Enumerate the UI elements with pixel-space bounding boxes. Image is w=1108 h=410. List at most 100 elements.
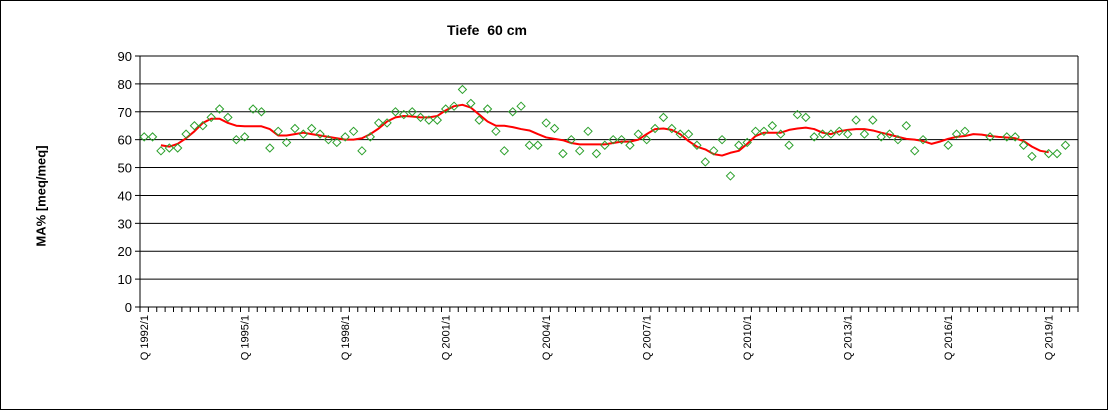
data-point — [482, 104, 493, 114]
data-point — [164, 143, 175, 153]
x-ticks: Q 1992/1 Q 1995/1 Q 1998/1 Q 2001/1 Q 2004/1… — [139, 307, 1079, 360]
data-point — [256, 107, 267, 117]
data-point — [198, 121, 208, 131]
data-point — [742, 137, 752, 148]
data-point — [340, 132, 350, 142]
data-point — [893, 134, 903, 145]
data-point — [214, 104, 225, 114]
data-point — [625, 140, 635, 150]
y-tick-label: 0 — [125, 300, 132, 315]
data-point — [943, 140, 953, 150]
x-tick-label: Q 1992/1 — [139, 315, 151, 360]
data-point — [633, 129, 644, 139]
data-point — [1060, 140, 1071, 150]
data-point — [189, 121, 200, 131]
data-point — [449, 101, 459, 111]
data-point — [859, 129, 870, 139]
data-point — [658, 112, 669, 123]
gridlines — [140, 55, 1078, 280]
trend-line — [160, 103, 1049, 157]
data-point — [332, 137, 342, 148]
data-point — [357, 146, 367, 156]
data-point — [750, 126, 761, 137]
data-point — [918, 134, 928, 145]
data-point — [700, 157, 711, 167]
x-tick-label: Q 1998/1 — [340, 315, 352, 360]
data-point — [516, 101, 526, 111]
data-point — [951, 129, 962, 139]
data-point — [147, 132, 158, 142]
y-tick-label: 60 — [118, 133, 132, 148]
data-point — [591, 148, 602, 159]
data-point — [432, 115, 443, 125]
data-point — [1052, 148, 1062, 159]
data-point — [600, 140, 610, 150]
data-point — [641, 134, 652, 145]
data-point — [608, 134, 618, 145]
trend-series — [160, 103, 1049, 157]
data-point — [801, 112, 811, 123]
data-point — [876, 132, 886, 142]
data-point — [139, 132, 149, 142]
data-point — [725, 171, 736, 181]
data-point — [290, 123, 300, 134]
data-point — [792, 109, 803, 120]
data-point — [382, 118, 392, 128]
data-point — [985, 132, 995, 142]
data-point — [499, 146, 510, 156]
data-point — [533, 140, 543, 150]
data-point — [315, 129, 325, 139]
data-point — [901, 121, 912, 131]
y-ticks: 0 10 20 30 40 50 60 70 80 90 — [118, 49, 140, 315]
data-point — [767, 121, 778, 131]
data-point — [826, 129, 836, 139]
y-tick-label: 70 — [118, 105, 132, 120]
data-point — [390, 107, 401, 117]
data-point — [407, 107, 417, 117]
data-point — [491, 126, 501, 137]
data-point — [348, 126, 359, 137]
data-point — [683, 129, 694, 139]
data-point — [323, 134, 334, 145]
x-tick-label: Q 2016/1 — [943, 315, 955, 360]
data-point — [1027, 151, 1037, 162]
data-point — [440, 104, 451, 114]
data-point — [734, 140, 744, 150]
y-tick-label: 10 — [118, 272, 132, 287]
data-point — [156, 146, 166, 156]
data-point — [851, 115, 861, 125]
data-point — [675, 129, 685, 139]
x-tick-label: Q 2013/1 — [843, 315, 855, 360]
x-tick-label: Q 2010/1 — [742, 315, 754, 360]
x-tick-label: Q 1995/1 — [240, 315, 252, 360]
data-point — [273, 126, 283, 137]
data-point — [616, 134, 627, 145]
data-point — [909, 146, 920, 156]
data-point — [457, 84, 468, 95]
chart-title: Tiefe 60 cm — [447, 22, 527, 38]
x-tick-label: Q 2001/1 — [441, 315, 453, 360]
data-point — [1010, 132, 1020, 142]
data-point — [708, 146, 719, 156]
data-point — [960, 126, 970, 137]
data-point — [507, 107, 518, 117]
axes — [139, 56, 1079, 308]
data-point — [373, 118, 384, 128]
x-tick-label: Q 2007/1 — [642, 315, 654, 360]
data-point — [549, 123, 560, 134]
data-point — [784, 140, 794, 150]
data-point — [868, 115, 878, 125]
data-point — [223, 112, 233, 123]
data-point — [541, 118, 551, 128]
y-tick-label: 50 — [118, 161, 132, 176]
data-point — [298, 129, 309, 139]
data-point — [692, 140, 702, 150]
data-point — [759, 126, 769, 137]
y-tick-label: 80 — [118, 77, 132, 92]
data-point — [206, 112, 216, 123]
data-point — [1002, 132, 1012, 142]
data-point — [574, 146, 585, 156]
x-tick-label: Q 2019/1 — [1044, 315, 1056, 360]
